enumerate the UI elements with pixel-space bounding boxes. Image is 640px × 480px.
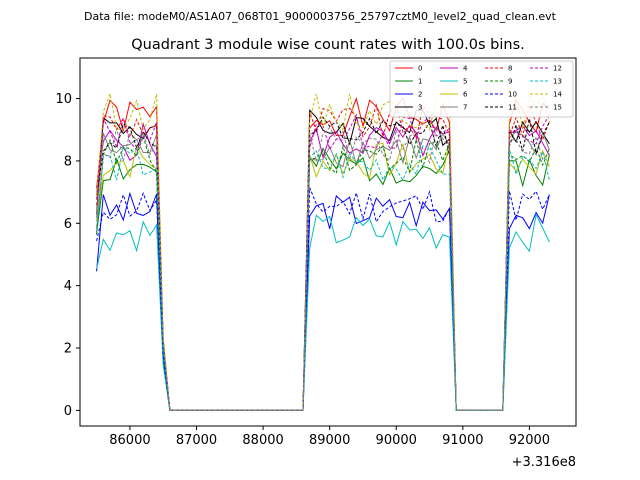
series-line-2	[96, 191, 550, 411]
legend-label-8: 8	[508, 65, 512, 73]
x-tick-label: 91000	[442, 433, 483, 448]
x-tick-label: 88000	[242, 433, 283, 448]
legend-label-15: 15	[553, 104, 562, 112]
legend-label-5: 5	[463, 78, 467, 86]
legend-label-6: 6	[463, 91, 468, 99]
x-tick-label: 87000	[176, 433, 217, 448]
plot-frame	[79, 57, 577, 427]
x-tick-label: 90000	[376, 433, 417, 448]
legend-label-14: 14	[553, 91, 562, 99]
legend-label-10: 10	[508, 91, 517, 99]
y-tick-label: 2	[64, 342, 72, 357]
legend-label-9: 9	[508, 78, 512, 86]
legend-label-11: 11	[508, 104, 517, 112]
legend-label-4: 4	[463, 65, 468, 73]
legend-label-2: 2	[418, 91, 422, 99]
x-tick-label: 89000	[309, 433, 350, 448]
data-file-line: Data file: modeM0/AS1A07_068T01_90000037…	[84, 10, 557, 23]
series-line-14	[96, 91, 550, 411]
series-layer	[96, 91, 550, 411]
x-tick-label: 92000	[509, 433, 550, 448]
series-line-8	[96, 103, 550, 411]
legend-label-3: 3	[418, 104, 422, 112]
legend-label-13: 13	[553, 78, 562, 86]
legend-label-7: 7	[463, 104, 467, 112]
y-axis: 0 2 4 6 8 10	[55, 92, 80, 419]
x-offset-label: +3.316e8	[512, 455, 576, 470]
y-tick-label: 6	[64, 217, 72, 232]
x-axis: 86000 87000 88000 89000 90000 91000 92000	[109, 426, 550, 448]
chart-title: Quadrant 3 module wise count rates with …	[131, 37, 525, 53]
y-tick-label: 8	[64, 154, 72, 169]
series-line-13	[96, 145, 550, 411]
y-tick-label: 10	[55, 92, 72, 107]
legend-box	[389, 60, 574, 118]
y-tick-label: 4	[64, 279, 72, 294]
x-tick-label: 86000	[109, 433, 150, 448]
y-tick-label: 0	[64, 404, 72, 419]
series-line-5	[96, 213, 550, 411]
legend-label-0: 0	[418, 65, 422, 73]
legend-label-1: 1	[418, 78, 422, 86]
legend-label-12: 12	[553, 65, 562, 73]
